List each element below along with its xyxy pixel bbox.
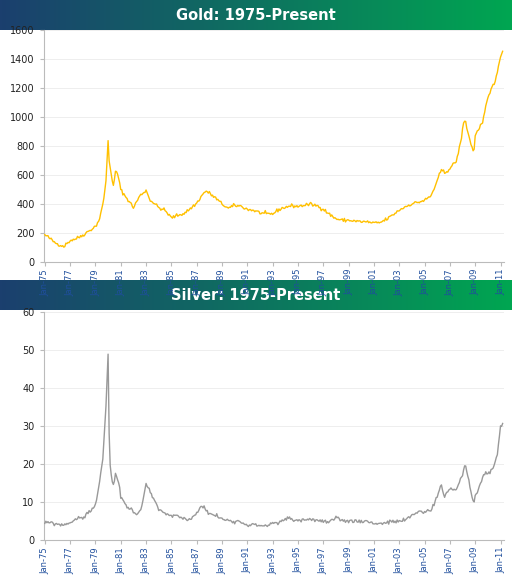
Text: Gold: 1975-Present: Gold: 1975-Present <box>176 8 336 22</box>
Text: Silver: 1975-Present: Silver: 1975-Present <box>172 288 340 302</box>
